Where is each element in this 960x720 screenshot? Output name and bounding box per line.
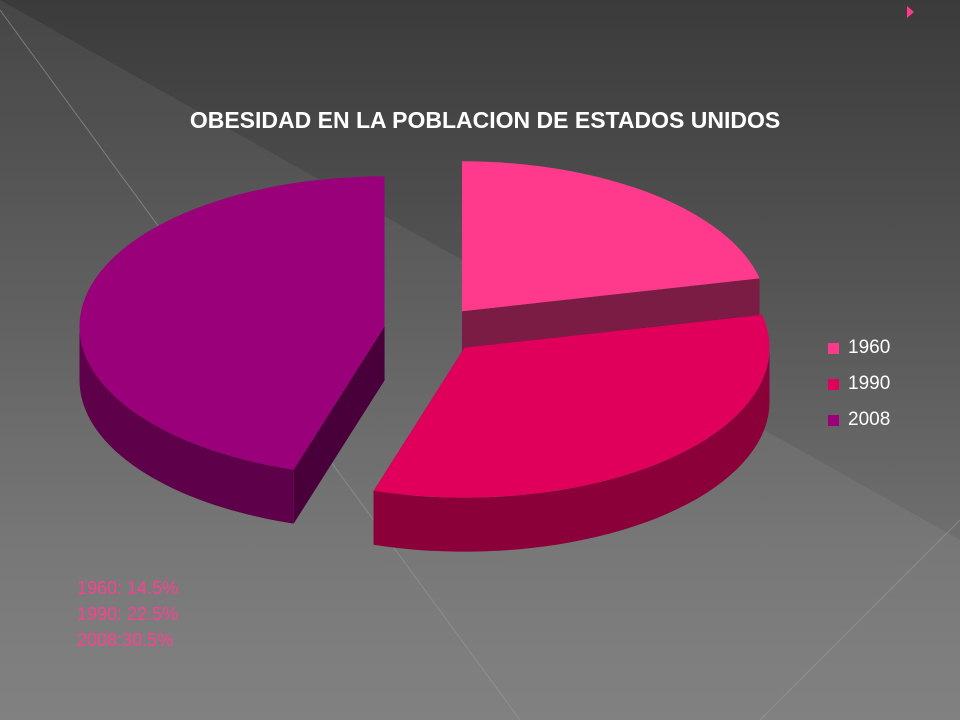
chart-title: OBESIDAD EN LA POBLACION DE ESTADOS UNID… xyxy=(189,107,781,133)
legend-swatch xyxy=(828,378,839,390)
legend-label: 2008 xyxy=(848,409,891,430)
note-line: 1960: 14.5% xyxy=(77,578,179,598)
pie-slice-1990 xyxy=(373,314,770,552)
pie-slice-2008 xyxy=(79,176,385,524)
legend-swatch xyxy=(828,342,839,354)
note-line: 2008:30.5% xyxy=(77,630,174,650)
legend-swatch xyxy=(828,414,839,426)
legend-item-1990: 1990 xyxy=(828,366,890,402)
legend-item-1960: 1960 xyxy=(828,330,890,366)
note-line: 1990: 22.5% xyxy=(77,604,179,624)
percent-notes: 1960: 14.5% 1990: 22.5% 2008:30.5% xyxy=(77,575,178,653)
legend-label: 1960 xyxy=(848,337,891,358)
legend-label: 1990 xyxy=(848,373,891,394)
legend-item-2008: 2008 xyxy=(828,402,890,438)
chart-legend: 1960 1990 2008 xyxy=(828,330,890,438)
